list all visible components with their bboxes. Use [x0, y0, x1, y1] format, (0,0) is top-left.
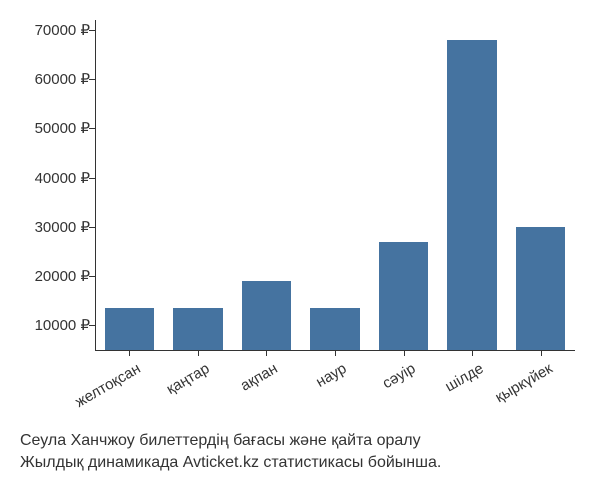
x-tick-mark: [129, 350, 130, 356]
x-tick-mark: [198, 350, 199, 356]
x-tick-mark: [472, 350, 473, 356]
x-tick-label: шілде: [442, 360, 486, 395]
x-tick-label: сәуір: [379, 360, 418, 392]
x-tick-label: қаңтар: [164, 360, 213, 398]
bar: [516, 227, 565, 350]
bar: [379, 242, 428, 350]
x-tick-mark: [541, 350, 542, 356]
x-tick-label: ақпан: [238, 360, 281, 395]
x-tick-label: наур: [313, 360, 349, 391]
y-tick-label: 10000 ₽: [35, 316, 90, 334]
y-tick-label: 40000 ₽: [35, 169, 90, 187]
y-tick-label: 70000 ₽: [35, 21, 90, 39]
chart-caption: Сеула Ханчжоу билеттердің бағасы және қа…: [20, 430, 580, 473]
bar: [105, 308, 154, 350]
bar: [173, 308, 222, 350]
y-tick-label: 60000 ₽: [35, 70, 90, 88]
plot-area: [95, 20, 575, 350]
caption-line-2: Жылдық динамикада Avticket.kz статистика…: [20, 452, 580, 474]
x-tick-mark: [335, 350, 336, 356]
y-tick-label: 30000 ₽: [35, 218, 90, 236]
chart-container: 10000 ₽ 20000 ₽ 30000 ₽ 40000 ₽ 50000 ₽ 60000…: [0, 0, 600, 500]
x-tick-mark: [404, 350, 405, 356]
x-tick-label: желтоқсан: [73, 360, 144, 411]
bar: [242, 281, 291, 350]
caption-line-1: Сеула Ханчжоу билеттердің бағасы және қа…: [20, 430, 580, 452]
bar: [447, 40, 496, 350]
y-tick-label: 50000 ₽: [35, 119, 90, 137]
x-tick-mark: [266, 350, 267, 356]
x-tick-label: қыркүйек: [492, 360, 555, 406]
bar: [310, 308, 359, 350]
y-tick-label: 20000 ₽: [35, 267, 90, 285]
